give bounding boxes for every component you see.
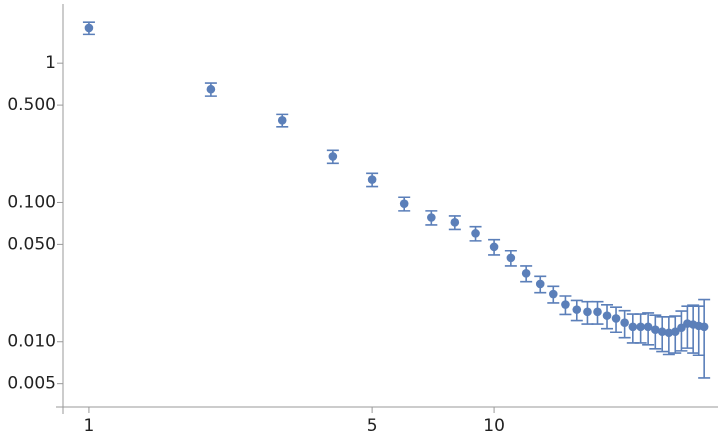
point xyxy=(427,213,436,222)
point xyxy=(535,279,545,289)
point xyxy=(206,84,216,94)
point xyxy=(583,307,592,317)
y-tick-label: 0.010 xyxy=(7,332,56,352)
point xyxy=(643,322,653,332)
y-tick-label: 0.005 xyxy=(7,374,56,394)
point xyxy=(657,327,667,337)
y-tick-label: 0.100 xyxy=(7,192,56,212)
point xyxy=(328,152,338,161)
point xyxy=(572,305,582,314)
point xyxy=(620,318,629,328)
point xyxy=(561,300,570,309)
y-tick-label: 0.050 xyxy=(7,234,56,254)
point xyxy=(277,115,287,125)
point xyxy=(664,328,674,338)
point xyxy=(593,307,602,317)
point xyxy=(611,314,621,323)
y-tick-label: 0.500 xyxy=(7,95,56,115)
error-bar xyxy=(687,304,700,354)
x-tick-label: 1 xyxy=(84,416,95,436)
point xyxy=(670,327,680,337)
x-tick-label: 5 xyxy=(367,416,378,436)
point xyxy=(367,175,377,184)
point xyxy=(677,323,686,333)
x-tick-label: 10 xyxy=(483,416,505,436)
point xyxy=(399,199,409,208)
point xyxy=(521,269,531,278)
point xyxy=(506,253,516,263)
point xyxy=(602,311,612,320)
point xyxy=(699,322,709,332)
point xyxy=(651,325,660,335)
point xyxy=(636,322,645,332)
point xyxy=(548,289,558,299)
error-bar xyxy=(692,305,705,357)
y-tick-label: 1 xyxy=(45,53,56,73)
point xyxy=(628,322,638,332)
error-bar xyxy=(698,298,711,379)
point xyxy=(84,23,94,33)
point xyxy=(489,242,499,252)
point xyxy=(471,229,480,238)
point xyxy=(450,218,460,227)
